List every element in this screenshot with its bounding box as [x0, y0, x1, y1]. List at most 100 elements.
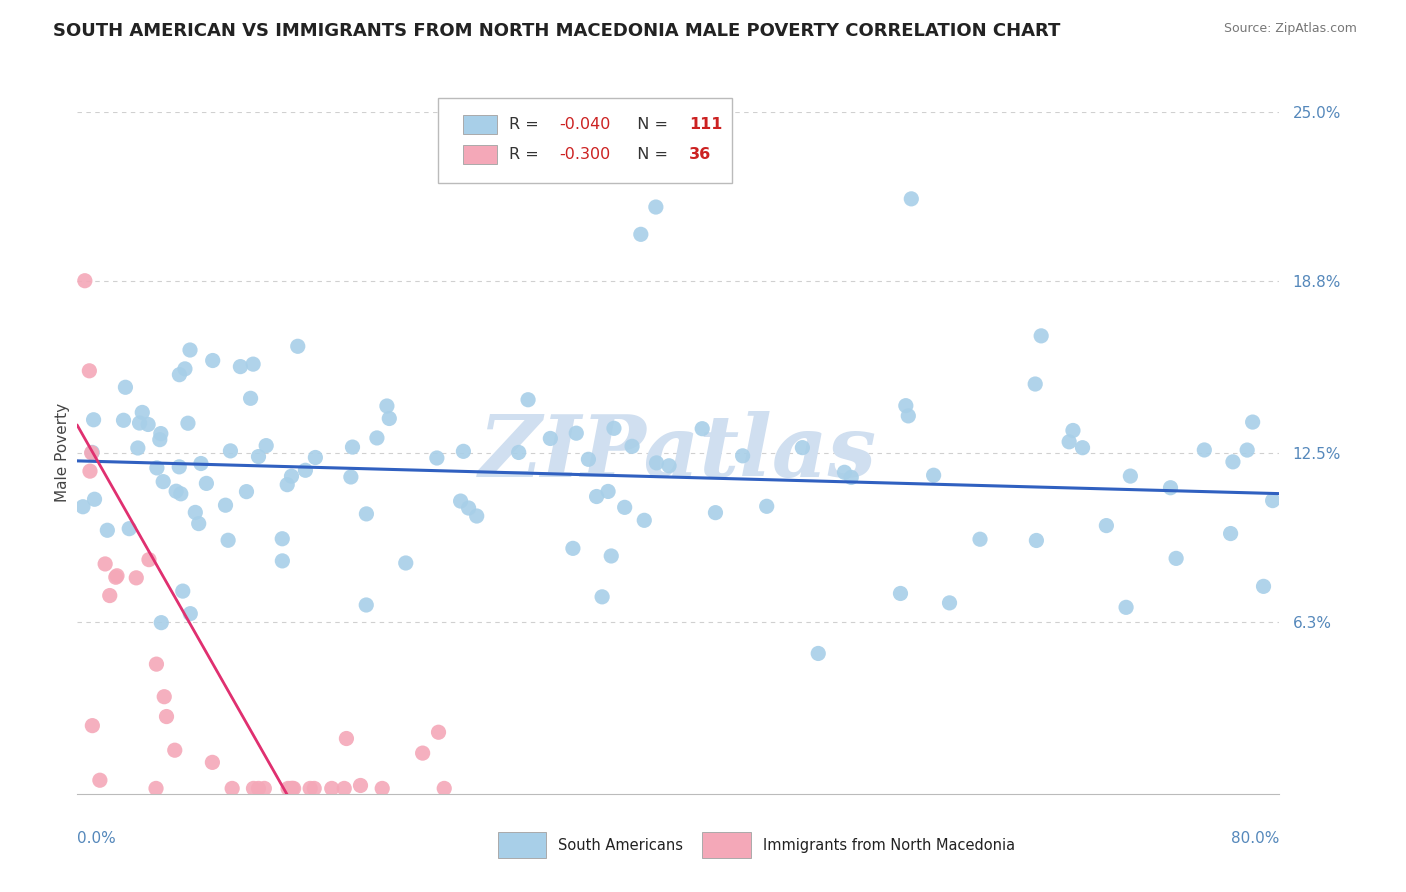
Point	[433, 781, 456, 796]
Point	[201, 353, 224, 368]
Point	[412, 746, 434, 760]
Point	[354, 598, 377, 612]
Point	[299, 781, 322, 796]
Point	[152, 475, 174, 489]
Point	[356, 507, 378, 521]
Point	[235, 484, 257, 499]
Point	[283, 781, 305, 796]
Point	[644, 200, 666, 214]
Point	[280, 781, 302, 796]
Point	[1071, 441, 1094, 455]
Text: -0.040: -0.040	[560, 117, 610, 132]
Point	[427, 725, 450, 739]
Point	[450, 494, 472, 508]
Point	[621, 439, 644, 453]
Point	[922, 468, 945, 483]
Point	[229, 359, 252, 374]
Point	[150, 615, 173, 630]
Point	[517, 392, 540, 407]
Point	[704, 506, 727, 520]
Point	[1025, 533, 1047, 548]
Text: N =: N =	[627, 117, 673, 132]
Point	[889, 586, 911, 600]
Point	[149, 433, 172, 447]
Point	[187, 516, 209, 531]
Point	[585, 490, 607, 504]
Point	[565, 426, 588, 441]
Point	[281, 781, 304, 796]
Point	[603, 421, 626, 435]
Point	[561, 541, 583, 556]
Point	[591, 590, 613, 604]
Point	[145, 657, 167, 672]
Point	[271, 532, 294, 546]
Text: -0.300: -0.300	[560, 147, 610, 162]
Point	[172, 584, 194, 599]
Point	[897, 409, 920, 423]
Point	[125, 571, 148, 585]
Point	[613, 500, 636, 515]
Point	[395, 556, 418, 570]
Point	[1062, 424, 1084, 438]
Point	[321, 781, 343, 796]
Point	[247, 781, 270, 796]
Point	[201, 756, 224, 770]
Point	[105, 569, 128, 583]
Point	[1024, 377, 1046, 392]
Point	[366, 431, 388, 445]
Point	[342, 440, 364, 454]
Point	[72, 500, 94, 514]
Point	[465, 509, 488, 524]
Point	[1119, 469, 1142, 483]
Point	[900, 192, 922, 206]
Point	[247, 450, 270, 464]
Text: 80.0%: 80.0%	[1232, 831, 1279, 847]
Point	[304, 450, 326, 465]
Text: R =: R =	[509, 147, 544, 162]
Point	[938, 596, 960, 610]
Point	[1222, 455, 1244, 469]
Point	[136, 417, 159, 432]
Point	[731, 449, 754, 463]
FancyBboxPatch shape	[463, 145, 496, 164]
Point	[969, 533, 991, 547]
Point	[104, 570, 127, 584]
Point	[1219, 526, 1241, 541]
Point	[294, 463, 316, 477]
Point	[375, 399, 398, 413]
Point	[112, 413, 135, 427]
Point	[219, 443, 242, 458]
Point	[217, 533, 239, 548]
Point	[690, 422, 713, 436]
Point	[277, 781, 299, 796]
Point	[170, 487, 193, 501]
Point	[792, 441, 814, 455]
Text: 0.0%: 0.0%	[77, 831, 117, 847]
FancyBboxPatch shape	[498, 832, 546, 858]
Point	[128, 416, 150, 430]
Point	[83, 413, 105, 427]
Point	[163, 743, 186, 757]
Point	[179, 607, 201, 621]
Point	[508, 445, 530, 459]
Point	[79, 464, 101, 478]
Text: 111: 111	[689, 117, 723, 132]
Point	[453, 444, 475, 458]
Point	[1194, 442, 1216, 457]
Text: R =: R =	[509, 117, 544, 132]
Point	[349, 779, 371, 793]
Point	[839, 470, 862, 484]
Point	[630, 227, 652, 242]
Point	[89, 773, 111, 788]
Text: ZIPatlas: ZIPatlas	[479, 411, 877, 494]
Text: 36: 36	[689, 147, 711, 162]
Point	[302, 781, 325, 796]
Point	[118, 522, 141, 536]
Point	[287, 339, 309, 353]
Point	[578, 452, 600, 467]
Point	[169, 368, 191, 382]
FancyBboxPatch shape	[703, 832, 751, 858]
Point	[335, 731, 357, 746]
Point	[596, 484, 619, 499]
Point	[371, 781, 394, 796]
